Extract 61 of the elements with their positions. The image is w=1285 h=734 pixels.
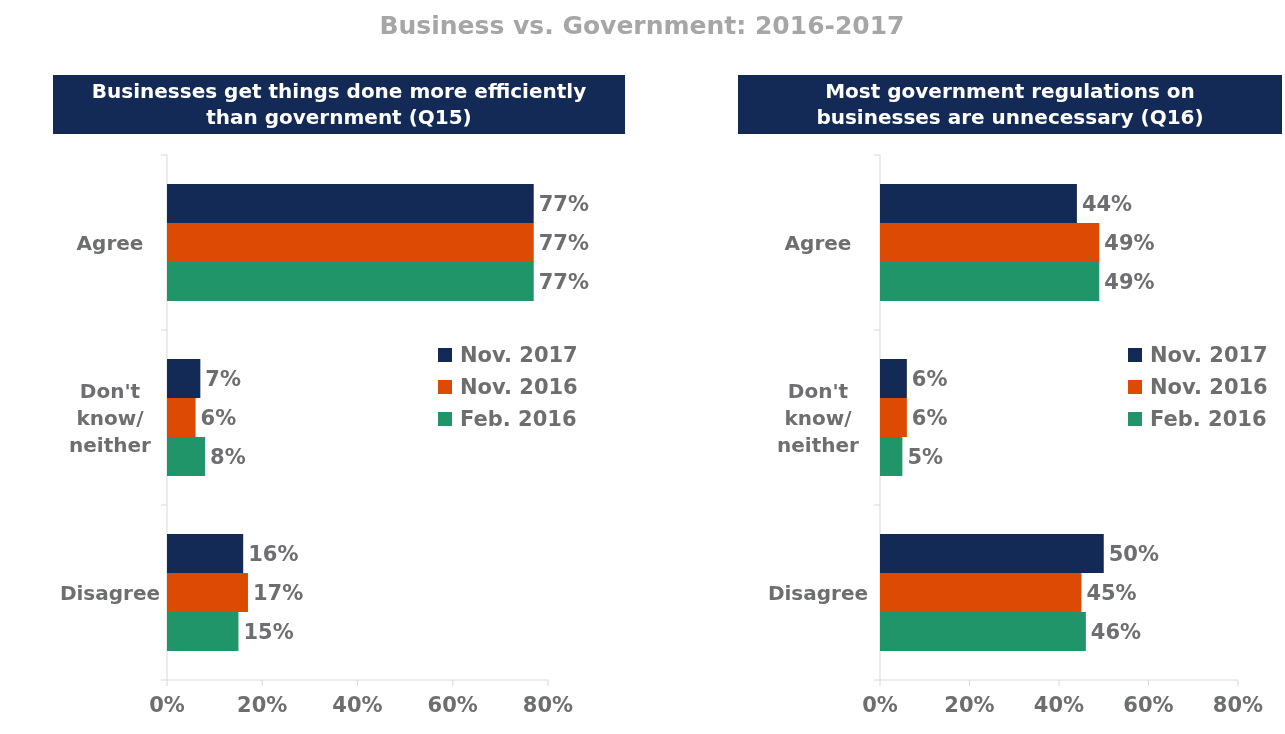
data-label: 45% (1086, 580, 1137, 605)
x-tick-label: 0% (862, 693, 898, 717)
legend-label: Nov. 2016 (1150, 375, 1268, 400)
data-label: 6% (200, 405, 237, 430)
legend-label: Nov. 2017 (460, 343, 578, 368)
data-label: 5% (907, 444, 944, 469)
bar (167, 223, 534, 262)
legend-label: Feb. 2016 (460, 407, 577, 432)
x-tick-label: 40% (1033, 693, 1085, 717)
bar (167, 398, 196, 437)
bar (167, 262, 534, 301)
bar (880, 262, 1100, 301)
data-label: 49% (1104, 230, 1155, 255)
bar (880, 612, 1086, 651)
legend-label: Feb. 2016 (1150, 407, 1267, 432)
y-tick-label: Don't know/ neither (69, 378, 152, 457)
y-tick-label: Don't know/ neither (777, 378, 860, 457)
y-tick-label: Disagree (767, 580, 869, 605)
data-label: 77% (538, 230, 589, 255)
bar (880, 223, 1100, 262)
bar (880, 573, 1082, 612)
bar (880, 359, 907, 398)
data-label: 49% (1104, 269, 1155, 294)
x-tick-label: 60% (427, 693, 478, 717)
bar (880, 437, 903, 476)
x-tick-label: 40% (332, 693, 383, 717)
data-label: 44% (1081, 191, 1133, 216)
data-label: 8% (210, 444, 246, 469)
chart-title: Most government regulations on businesses are unnecessary (Q16) (816, 79, 1204, 129)
data-label: 15% (243, 619, 294, 644)
bar (880, 398, 907, 437)
bar (167, 534, 244, 573)
data-label: 50% (1108, 541, 1160, 566)
y-tick-label: Disagree (59, 580, 161, 605)
x-tick-label: 0% (149, 693, 185, 717)
chart-title: Businesses get things done more efficiently than government (Q15) (91, 79, 587, 129)
bar (167, 437, 206, 476)
bar (167, 359, 201, 398)
data-label: 77% (538, 269, 589, 294)
x-tick-label: 20% (237, 693, 288, 717)
data-label: 46% (1090, 619, 1142, 644)
y-tick-label: Agree (784, 230, 852, 255)
data-label: 16% (248, 541, 299, 566)
data-label: 6% (911, 366, 948, 391)
bar (167, 573, 248, 612)
legend-label: Nov. 2016 (460, 375, 578, 400)
data-label: 17% (252, 580, 304, 605)
bar (880, 184, 1077, 223)
data-label: 77% (538, 191, 589, 216)
y-tick-label: Agree (76, 230, 144, 255)
bar (167, 612, 239, 651)
bar (167, 184, 534, 223)
x-tick-label: 80% (1212, 693, 1264, 717)
data-label: 7% (205, 366, 241, 391)
text: Business vs. Government: 2016-2017 (379, 11, 905, 40)
data-label: 6% (911, 405, 948, 430)
bar (880, 534, 1104, 573)
x-tick-label: 60% (1123, 693, 1174, 717)
legend-label: Nov. 2017 (1150, 343, 1268, 368)
x-tick-label: 80% (522, 693, 574, 717)
x-tick-label: 20% (944, 693, 995, 717)
